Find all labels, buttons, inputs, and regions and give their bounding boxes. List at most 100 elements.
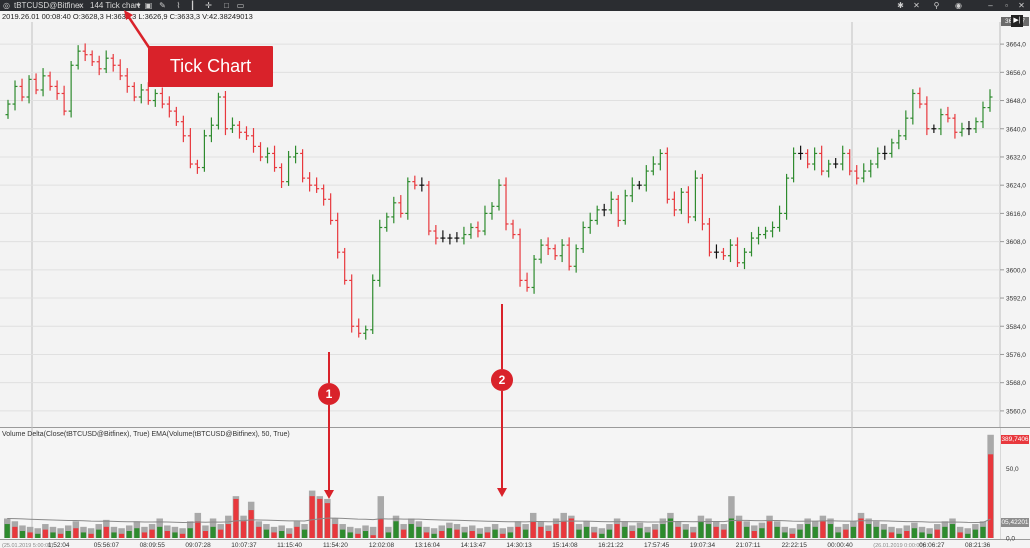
chat-icon[interactable]: ▭ (236, 1, 245, 10)
delta-bar (919, 532, 925, 538)
ema-value-tag: 05,42201 (1001, 518, 1029, 527)
price-plot-area[interactable] (0, 22, 1000, 427)
volume-bar (507, 526, 514, 538)
volume-bar (499, 528, 506, 538)
link-icon[interactable]: ⚲ (933, 1, 940, 10)
delta-bar (591, 532, 597, 538)
camera-icon[interactable]: ◉ (955, 1, 962, 10)
delta-bar (934, 529, 940, 538)
delta-bar (378, 518, 384, 538)
volume-bar (49, 526, 57, 538)
volume-bar (347, 526, 354, 538)
delta-bar (576, 529, 582, 538)
price-tick-label: 3584,0 (1006, 324, 1026, 331)
volume-bar (690, 526, 697, 538)
delta-bar (812, 526, 818, 538)
delta-bar (881, 529, 887, 538)
delta-bar (545, 531, 552, 538)
delta-bar (728, 518, 735, 538)
time-axis-label: 08:21:36 (965, 542, 991, 548)
delta-bar (805, 524, 811, 538)
volume-bar (270, 526, 278, 538)
delta-bar (210, 526, 216, 538)
delta-bar (942, 526, 948, 538)
delta-bar (835, 532, 841, 538)
delta-bar (965, 533, 971, 538)
layout-icon[interactable]: ✕ (913, 1, 920, 10)
crosshair-icon[interactable]: ✛ (205, 1, 212, 10)
delta-bar (202, 531, 209, 538)
time-axis-label: 12:02:08 (369, 542, 395, 548)
delta-bar (782, 532, 788, 538)
annotation-arrows (124, 10, 507, 499)
delta-bar (301, 529, 308, 538)
delta-bar (911, 528, 917, 538)
delta-bar (65, 531, 71, 538)
delta-bar (134, 528, 140, 538)
volume-bar (598, 528, 606, 538)
marker-2-arrow-head (497, 488, 507, 497)
minimize-icon[interactable]: – (988, 1, 993, 10)
delta-bar (423, 532, 430, 538)
volume-bar (644, 526, 651, 538)
delta-bar (294, 526, 300, 538)
price-axis: 3560,0 3568,0 3576,0 3584,0 3592,0 3600,0 3608… (1000, 42, 1026, 415)
delta-bar (492, 529, 498, 538)
delta-bar (340, 529, 346, 538)
price-tick-label: 3576,0 (1006, 352, 1026, 359)
delta-bar (698, 521, 704, 538)
delta-bar (690, 532, 696, 538)
marker-2: 2 (491, 369, 513, 391)
delta-bar (553, 524, 559, 538)
volume-bar (461, 526, 468, 538)
time-axis-label: 10:07:37 (231, 542, 257, 548)
ema-line (7, 517, 991, 524)
volume-bar (110, 526, 118, 538)
chart-type-dropdown[interactable]: 144 Tick chart (90, 1, 140, 10)
scroll-to-end-button[interactable]: ▶| (1011, 15, 1023, 27)
delta-bar (469, 531, 475, 538)
delta-bar (629, 531, 635, 538)
maximize-icon[interactable]: ▫ (1005, 1, 1008, 10)
volume-bar (369, 526, 377, 538)
app-logo-icon: ◎ (3, 1, 10, 10)
delta-bar (927, 533, 933, 538)
delta-bar (164, 531, 170, 538)
ohlc-bars (5, 43, 993, 340)
price-tick-label: 3632,0 (1006, 154, 1026, 161)
delta-bar (385, 532, 391, 538)
delta-bar (888, 532, 895, 538)
price-tick-label: 3624,0 (1006, 183, 1026, 190)
volume-bar (476, 528, 484, 538)
delta-bar (736, 521, 742, 538)
settings-icon[interactable]: ✱ (897, 1, 904, 10)
close-icon[interactable]: ✕ (1018, 1, 1025, 10)
delta-bar (19, 531, 26, 538)
pencil-icon[interactable]: ✎ (159, 1, 166, 10)
delta-bar (530, 521, 536, 538)
bar-style-icon[interactable]: ┃ (190, 1, 195, 10)
delta-bar (507, 532, 513, 538)
indicators-icon[interactable]: ⌇ (176, 1, 181, 10)
delta-bar (614, 524, 620, 538)
instrument-label[interactable]: tBTCUSD@Bitfinex (14, 1, 84, 10)
volume-bar (918, 526, 926, 538)
window-icon[interactable]: □ (224, 1, 229, 10)
volume-bar (286, 528, 293, 538)
volume-bar (423, 526, 430, 538)
delta-bar (263, 529, 270, 538)
delta-bar (393, 521, 399, 538)
delta-bar (523, 529, 529, 538)
delta-bar (439, 531, 445, 538)
volume-bar (956, 526, 964, 538)
delta-bar (309, 496, 315, 538)
time-axis-label: 00:00:40 (827, 542, 853, 548)
delta-bar (462, 532, 468, 538)
chart-type-chevron-down-icon[interactable]: ▾ (136, 1, 141, 10)
display-icon[interactable]: ▣ (144, 1, 153, 10)
search-icon[interactable]: ⌕ (78, 1, 83, 10)
volume-bar (354, 528, 362, 538)
volume-bar (179, 528, 186, 538)
volume-bar (385, 526, 392, 538)
